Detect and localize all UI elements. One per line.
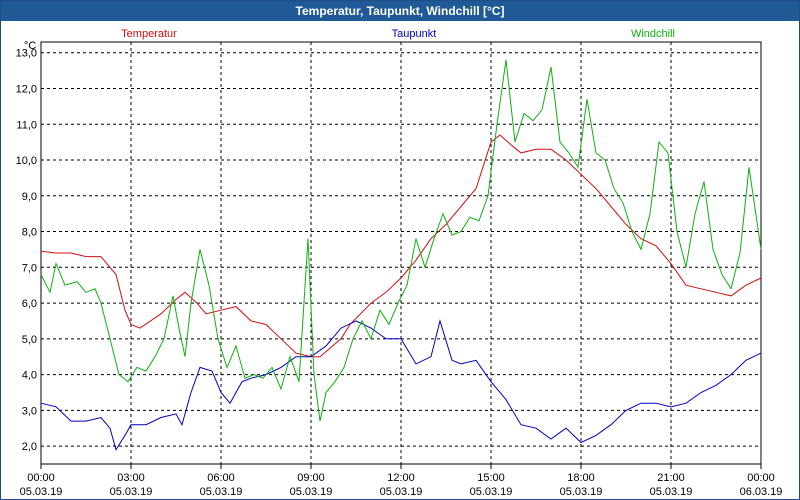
y-tick-label: 5,0 — [22, 334, 37, 346]
x-tick-date: 05.03.19 — [380, 486, 423, 498]
y-tick-label: 9,0 — [22, 191, 37, 203]
y-tick-label: 6,0 — [22, 298, 37, 310]
y-tick-label: 3,0 — [22, 405, 37, 417]
y-tick-label: 2,0 — [22, 441, 37, 453]
x-tick-time: 18:00 — [567, 472, 595, 484]
y-tick-label: 8,0 — [22, 227, 37, 239]
y-tick-label: 7,0 — [22, 262, 37, 274]
x-tick-date: 05.03.19 — [20, 486, 63, 498]
y-tick-label: 4,0 — [22, 370, 37, 382]
x-tick-time: 09:00 — [297, 472, 325, 484]
y-tick-label: 10,0 — [16, 155, 37, 167]
x-tick-date: 06.03.19 — [740, 486, 783, 498]
x-tick-time: 06:00 — [207, 472, 235, 484]
y-tick-label: 13,0 — [16, 48, 37, 60]
series-line-temperatur — [40, 134, 762, 358]
series-line-windchill — [40, 59, 762, 422]
line-chart: 2,0 3,0 4,0 5,0 6,0 7,0 8,0 9,0 10,0 11,0 12,0 13,0… — [16, 28, 783, 498]
x-tick-time: 00:00 — [747, 472, 775, 484]
x-tick-date: 05.03.19 — [470, 486, 513, 498]
y-axis: 2,0 3,0 4,0 5,0 6,0 7,0 8,0 9,0 10,0 11,0 12,0 13,0 — [16, 48, 37, 453]
grid — [41, 42, 761, 464]
legend-windchill: Windchill — [631, 28, 675, 40]
x-tick-date: 05.03.19 — [290, 486, 333, 498]
legend-taupunkt: Taupunkt — [392, 28, 437, 40]
x-axis: 00:00 05.03.19 03:00 05.03.19 06:00 05.03.19 0… — [20, 464, 783, 498]
x-tick-time: 03:00 — [117, 472, 145, 484]
x-tick-date: 05.03.19 — [650, 486, 693, 498]
x-tick-time: 00:00 — [27, 472, 55, 484]
series-lines — [40, 59, 762, 451]
y-tick-label: 12,0 — [16, 83, 37, 95]
series-line-taupunkt — [40, 319, 762, 451]
window-title: Temperatur, Taupunkt, Windchill [°C] — [1, 1, 799, 21]
x-tick-time: 12:00 — [387, 472, 415, 484]
y-tick-label: 11,0 — [16, 119, 37, 131]
x-tick-time: 21:00 — [657, 472, 685, 484]
x-tick-date: 05.03.19 — [110, 486, 153, 498]
x-tick-time: 15:00 — [477, 472, 505, 484]
x-tick-date: 05.03.19 — [560, 486, 603, 498]
y-axis-label: °C — [24, 40, 36, 52]
legend: Temperatur Taupunkt Windchill — [121, 28, 675, 40]
x-tick-date: 05.03.19 — [200, 486, 243, 498]
legend-temperatur: Temperatur — [121, 28, 177, 40]
